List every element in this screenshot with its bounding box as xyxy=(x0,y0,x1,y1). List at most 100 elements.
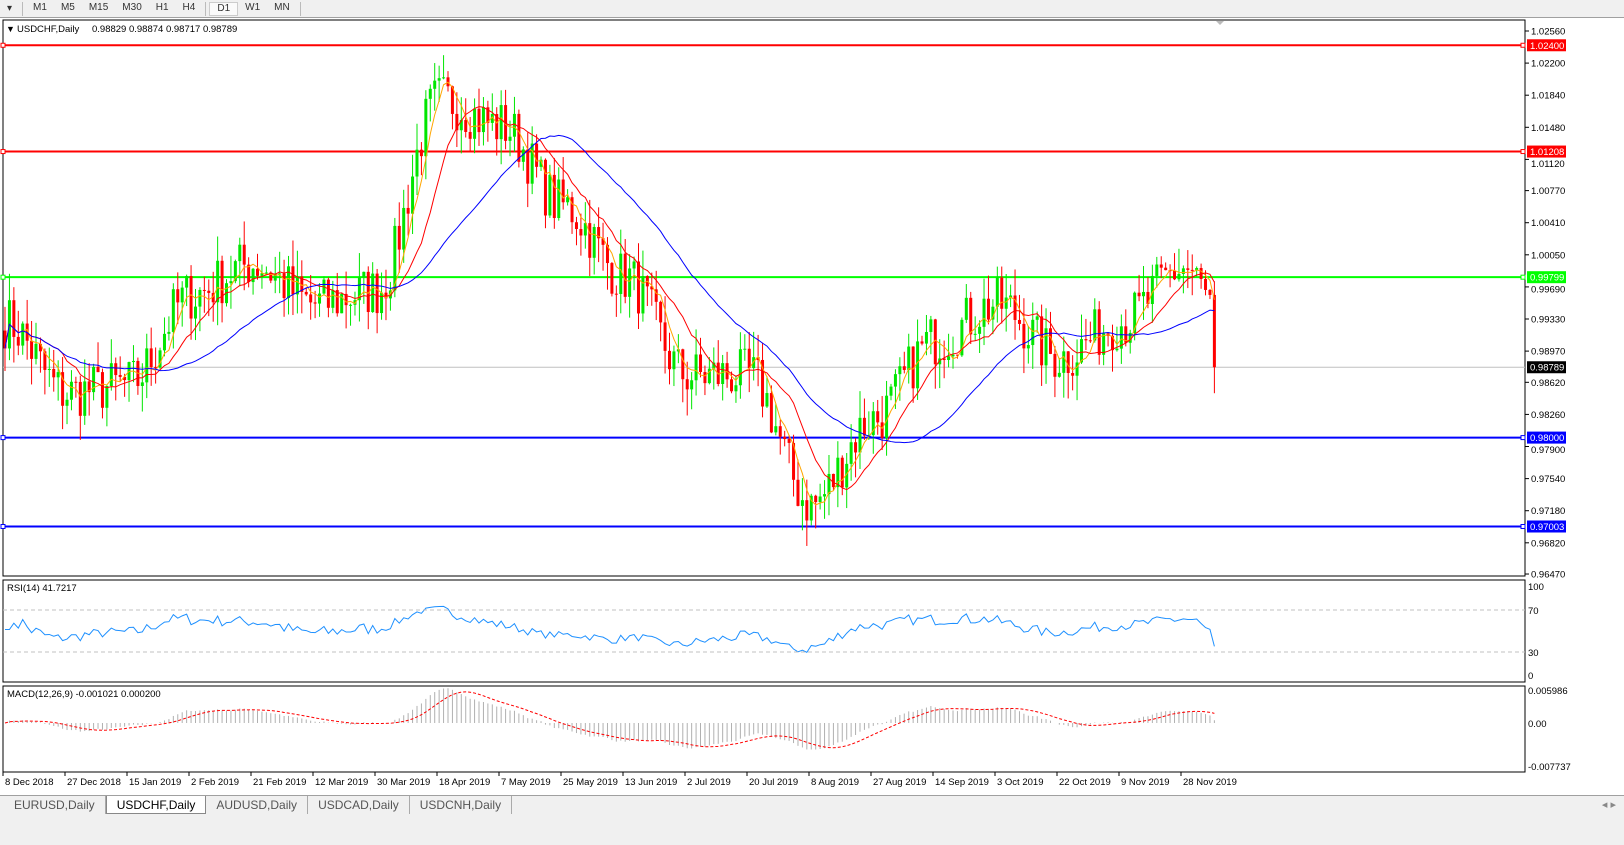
candle xyxy=(938,358,942,365)
toolbar-menu-arrow[interactable]: ▾ xyxy=(7,3,13,14)
candle xyxy=(685,379,689,390)
timeframe-m5[interactable]: M5 xyxy=(60,1,75,13)
candle xyxy=(278,273,282,275)
candle xyxy=(969,297,973,335)
candle xyxy=(1093,309,1097,341)
chart-window[interactable]: 1.02560 1.02200 1.01840 1.01480 1.01120 1.007… xyxy=(0,18,1624,795)
candle xyxy=(16,336,20,346)
level-handle-icon[interactable] xyxy=(0,274,6,280)
chart-tab[interactable]: USDCNH,Daily xyxy=(410,796,513,814)
price-tick-label: 0.97540 xyxy=(1531,474,1565,485)
candle xyxy=(247,264,251,283)
level-handle-icon[interactable] xyxy=(1520,274,1526,280)
candle xyxy=(1111,335,1114,351)
candle xyxy=(211,292,215,303)
candle xyxy=(145,348,149,383)
level-price-label: 1.01208 xyxy=(1530,147,1564,158)
current-price-badge xyxy=(1527,361,1566,374)
price-tick-label: 1.01480 xyxy=(1531,123,1565,134)
date-label: 25 May 2019 xyxy=(563,777,618,788)
ma-mid-line xyxy=(4,106,1215,491)
candle xyxy=(1177,273,1181,280)
timeframe-d1[interactable]: D1 xyxy=(209,1,239,16)
candle xyxy=(1035,316,1039,320)
level-handle-icon[interactable] xyxy=(0,523,6,529)
candle xyxy=(486,107,490,123)
level-handle-icon[interactable] xyxy=(1520,42,1526,48)
rsi-pane[interactable] xyxy=(2,579,1526,683)
candle xyxy=(552,174,556,219)
ma-slow-line xyxy=(4,134,1215,444)
candle xyxy=(1195,268,1199,271)
level-price-badge xyxy=(1527,431,1566,444)
candle xyxy=(951,354,955,357)
level-handle-icon[interactable] xyxy=(1520,523,1526,529)
candle xyxy=(765,393,769,407)
candle xyxy=(592,227,596,258)
candle xyxy=(397,225,401,250)
timeframe-h1[interactable]: H1 xyxy=(155,1,169,13)
candle xyxy=(539,159,543,167)
timeframe-w1[interactable]: W1 xyxy=(245,1,261,13)
candle xyxy=(304,291,308,295)
candle xyxy=(149,348,153,368)
candle xyxy=(47,369,51,371)
candle xyxy=(371,273,375,313)
candle xyxy=(730,379,734,392)
candle xyxy=(1071,372,1075,376)
chart-tab[interactable]: AUDUSD,Daily xyxy=(206,796,309,814)
candle xyxy=(676,349,680,352)
candle xyxy=(964,297,968,320)
candle xyxy=(185,276,189,288)
candle xyxy=(105,385,109,408)
level-handle-icon[interactable] xyxy=(1520,149,1526,155)
chart-tab[interactable]: USDCAD,Daily xyxy=(308,796,410,814)
collapse-arrow-icon[interactable]: ▼ xyxy=(6,24,15,34)
tab-scroll-arrows-icon[interactable]: ◂ ▸ xyxy=(1601,799,1616,811)
candle xyxy=(207,290,211,293)
candle xyxy=(198,289,202,307)
candle xyxy=(632,261,636,269)
candle xyxy=(995,277,999,307)
candle xyxy=(929,319,933,332)
candle xyxy=(455,113,459,131)
candle xyxy=(442,77,446,79)
candle xyxy=(459,120,463,131)
candle xyxy=(357,277,361,301)
candle xyxy=(1044,328,1048,366)
candle xyxy=(734,385,738,392)
candle xyxy=(1142,291,1146,297)
timeframe-m15[interactable]: M15 xyxy=(88,1,109,13)
candle xyxy=(703,372,707,384)
date-label: 20 Jul 2019 xyxy=(749,777,798,788)
timeframe-m30[interactable]: M30 xyxy=(122,1,142,13)
candle xyxy=(1208,289,1212,295)
date-label: 18 Apr 2019 xyxy=(439,777,490,788)
candle xyxy=(535,143,539,167)
candle xyxy=(1075,362,1079,376)
chart-tab[interactable]: USDCHF,Daily xyxy=(105,796,207,814)
level-handle-icon[interactable] xyxy=(1520,435,1526,441)
chart-shift-marker-icon[interactable] xyxy=(1216,21,1224,25)
chart-tab[interactable]: EURUSD,Daily xyxy=(4,796,106,814)
timeframe-mn[interactable]: MN xyxy=(274,1,290,13)
candle xyxy=(375,273,379,314)
level-handle-icon[interactable] xyxy=(0,435,6,441)
candle xyxy=(654,289,658,302)
macd-tick-label: -0.007737 xyxy=(1528,762,1571,773)
candle xyxy=(836,457,840,488)
candle xyxy=(1013,295,1017,320)
date-label: 9 Nov 2019 xyxy=(1121,777,1170,788)
main-chart-pane[interactable] xyxy=(2,19,1526,577)
level-handle-icon[interactable] xyxy=(0,149,6,155)
rsi-tick-label: 30 xyxy=(1528,648,1539,659)
level-handle-icon[interactable] xyxy=(0,42,6,48)
macd-pane[interactable] xyxy=(2,685,1526,773)
date-label: 15 Jan 2019 xyxy=(129,777,181,788)
timeframe-m1[interactable]: M1 xyxy=(33,1,47,13)
candle xyxy=(902,366,906,370)
date-label: 7 May 2019 xyxy=(501,777,551,788)
timeframe-h4[interactable]: H4 xyxy=(182,1,196,13)
candle xyxy=(216,260,220,303)
candle xyxy=(1004,297,1008,309)
